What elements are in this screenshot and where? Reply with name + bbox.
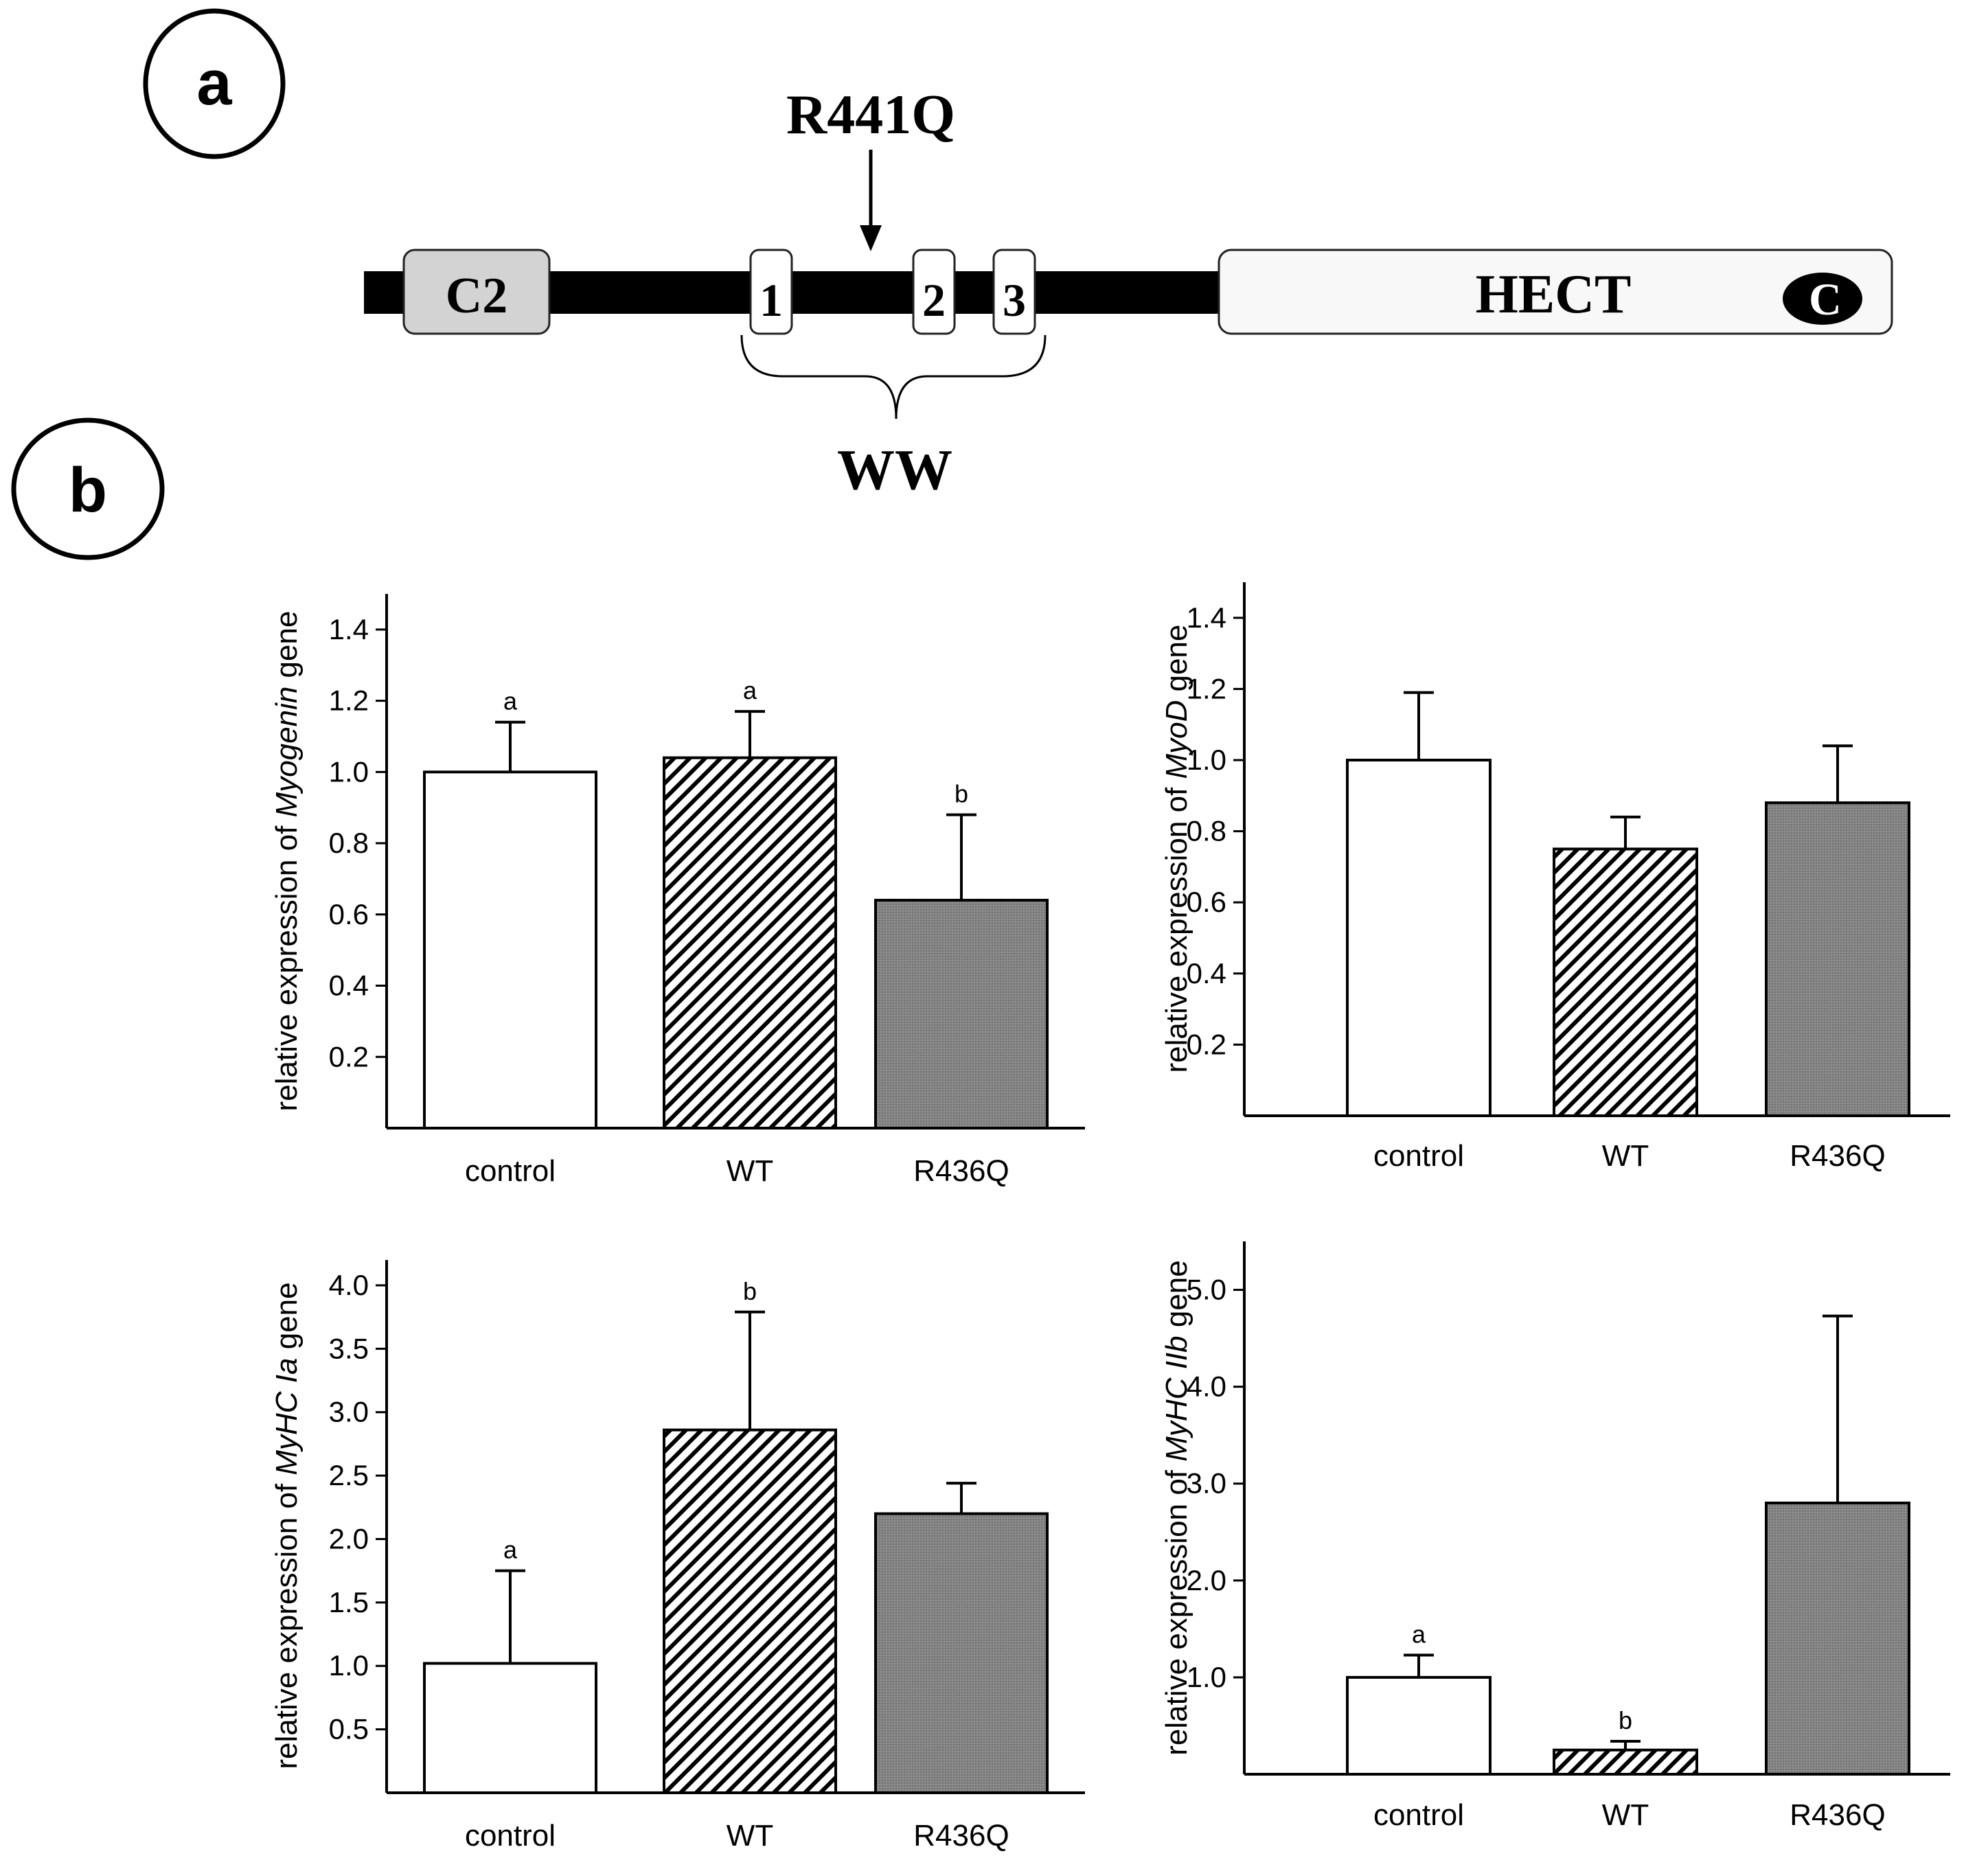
y-tick-label: 0.5	[329, 1713, 369, 1745]
sig-letter-wt: b	[743, 1277, 757, 1305]
y-tick-label: 2.5	[329, 1459, 369, 1491]
panel-b-label-circle	[11, 417, 165, 560]
chart-myogenin: 0.2 0.4 0.6 0.8 1.0 1.2 1.4 relative expression…	[270, 594, 1085, 1188]
ww-domain-2	[912, 249, 956, 335]
bar-r436q	[874, 1512, 1049, 1795]
sig-letter-control: a	[503, 687, 518, 715]
panel-a: a R441Q C2 1 2 3 WW HECT C	[143, 8, 1893, 502]
bar-wt	[1553, 1748, 1698, 1776]
y-tick-label: 4.0	[329, 1269, 369, 1301]
ww-brace	[740, 334, 1047, 420]
y-tick-label: 0.2	[1187, 1028, 1226, 1060]
c2-domain	[402, 249, 551, 335]
panel-b-label: b	[69, 455, 107, 525]
sig-letter-control: a	[1412, 1620, 1426, 1648]
panel-b: b	[11, 417, 165, 560]
hect-domain-label: HECT	[1476, 264, 1632, 325]
y-tick-label: 3.0	[329, 1396, 369, 1428]
catalytic-cysteine-icon	[1783, 273, 1862, 325]
bar-r436q	[1765, 1501, 1910, 1776]
y-tick-label: 4.0	[1187, 1370, 1226, 1403]
bar-control	[423, 770, 597, 1130]
y-tick-label: 1.0	[1187, 744, 1226, 776]
sig-letter-control: a	[503, 1536, 518, 1564]
y-tick-label: 0.4	[1187, 957, 1226, 989]
y-tick-label: 1.5	[329, 1586, 369, 1618]
y-tick-label: 0.2	[329, 1040, 369, 1073]
sig-letter-wt: a	[743, 676, 757, 704]
y-axis-label: relative expression of Myogenin gene	[270, 611, 304, 1112]
mutation-arrow-head	[860, 225, 882, 251]
sig-letter-r436q: b	[955, 780, 968, 808]
y-tick-label: 2.0	[1187, 1564, 1226, 1596]
bar-control	[423, 1662, 597, 1795]
y-tick-label: 0.6	[329, 898, 369, 930]
y-tick-label: 0.8	[1187, 815, 1226, 847]
y-tick-label: 1.2	[1187, 672, 1226, 704]
sig-letter-wt: b	[1619, 1706, 1632, 1734]
catalytic-cysteine-label: C	[1809, 275, 1842, 325]
hect-domain	[1218, 249, 1893, 335]
x-tick-label-r436q: R436Q	[913, 1819, 1009, 1853]
y-axis-label: relative expression of MyoD gene	[1160, 624, 1193, 1073]
x-tick-label-control: control	[465, 1154, 556, 1188]
y-tick-label: 0.6	[1187, 886, 1226, 918]
y-axis-label: relative expression of MyHC IIb gene	[1160, 1260, 1193, 1755]
bar-wt	[1553, 847, 1698, 1117]
bar-r436q	[1765, 801, 1910, 1118]
y-tick-label: 1.0	[329, 1649, 369, 1682]
x-tick-label-wt: WT	[1602, 1798, 1649, 1832]
mutation-label: R441Q	[786, 83, 955, 146]
bar-r436q	[874, 899, 1049, 1129]
y-tick-label: 1.2	[329, 685, 369, 717]
x-tick-label-wt: WT	[1602, 1139, 1649, 1173]
y-tick-label: 0.4	[329, 970, 369, 1002]
chart-myhc-ia: 0.5 1.0 1.5 2.0 2.5 3.0 3.5 4.0 relative express…	[270, 1260, 1085, 1853]
ww-domain-2-label: 2	[922, 274, 946, 326]
x-tick-label-control: control	[465, 1819, 556, 1853]
y-tick-label: 2.0	[329, 1522, 369, 1555]
y-tick-label: 1.4	[329, 613, 369, 645]
y-tick-label: 0.8	[329, 827, 369, 859]
ww-domain-3	[992, 249, 1036, 335]
c2-domain-label: C2	[446, 268, 507, 324]
y-axis-label: relative expression of MyHC Ia gene	[270, 1282, 304, 1769]
panel-a-label: a	[196, 48, 232, 118]
y-tick-label: 1.0	[329, 755, 369, 788]
ww-domain-1	[749, 249, 793, 335]
bar-wt	[663, 756, 837, 1129]
x-tick-label-r436q: R436Q	[913, 1154, 1009, 1188]
ww-label: WW	[837, 438, 952, 502]
bar-control	[1346, 759, 1492, 1117]
ww-domain-3-label: 3	[1003, 274, 1026, 326]
bar-wt	[663, 1428, 837, 1795]
bar-control	[1346, 1675, 1492, 1776]
y-tick-label: 1.4	[1187, 601, 1226, 634]
x-tick-label-r436q: R436Q	[1790, 1798, 1885, 1832]
x-tick-label-wt: WT	[727, 1154, 773, 1188]
y-tick-label: 1.0	[1187, 1661, 1226, 1693]
x-tick-label-control: control	[1373, 1798, 1464, 1832]
x-tick-label-r436q: R436Q	[1790, 1139, 1885, 1173]
panel-a-label-circle	[143, 8, 286, 159]
y-tick-label: 3.5	[329, 1332, 369, 1364]
ww-domain-1-label: 1	[759, 274, 783, 326]
y-tick-label: 5.0	[1187, 1274, 1226, 1306]
y-tick-label: 3.0	[1187, 1467, 1226, 1500]
x-tick-label-control: control	[1373, 1139, 1464, 1173]
x-tick-label-wt: WT	[727, 1819, 773, 1853]
